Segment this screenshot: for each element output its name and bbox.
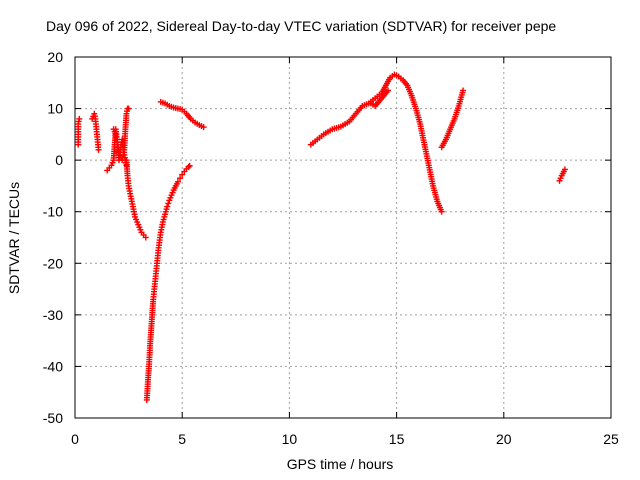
x-tick-label: 0 <box>71 431 79 447</box>
data-point <box>125 105 132 112</box>
y-tick-label: 20 <box>47 49 63 65</box>
data-point <box>460 87 467 94</box>
data-point <box>185 163 192 170</box>
data-point <box>142 234 149 241</box>
y-tick-label: -10 <box>43 204 63 220</box>
data-point <box>174 178 181 185</box>
grid-layer <box>75 57 611 418</box>
data-point <box>186 162 193 169</box>
y-tick-label: 0 <box>55 152 63 168</box>
x-axis-label: GPS time / hours <box>286 456 394 472</box>
data-point <box>95 146 102 153</box>
data-point <box>179 171 186 178</box>
data-point <box>164 203 171 210</box>
tick-layer: 0 5 10 15 20 25 -50 -40 -30 -20 -10 0 10 20 <box>43 49 619 447</box>
x-tick-label: 5 <box>178 431 186 447</box>
x-tick-label: 25 <box>603 431 619 447</box>
y-tick-label: 10 <box>47 101 63 117</box>
data-point <box>200 124 207 131</box>
chart-title: Day 096 of 2022, Sidereal Day-to-day VTE… <box>46 18 557 34</box>
y-tick-label: -50 <box>43 410 63 426</box>
y-tick-label: -40 <box>43 358 63 374</box>
y-tick-label: -20 <box>43 255 63 271</box>
data-point <box>165 200 172 207</box>
data-points <box>75 71 568 403</box>
data-point <box>76 115 83 122</box>
data-point <box>177 175 184 182</box>
y-tick-label: -30 <box>43 307 63 323</box>
data-point <box>438 208 445 215</box>
x-tick-label: 15 <box>389 431 405 447</box>
x-tick-label: 20 <box>496 431 512 447</box>
plot-frame <box>74 56 612 419</box>
data-point <box>385 87 392 94</box>
x-tick-label: 10 <box>282 431 298 447</box>
data-point <box>561 166 568 173</box>
